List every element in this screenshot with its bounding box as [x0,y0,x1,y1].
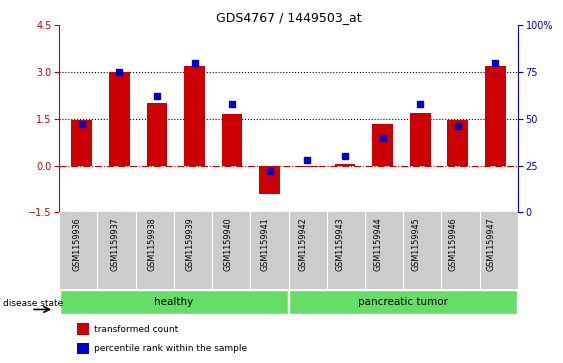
Bar [184,66,205,166]
Text: healthy: healthy [154,297,194,307]
Text: disease state: disease state [3,299,63,308]
Bar [485,66,506,166]
Text: GSM1159942: GSM1159942 [298,218,307,272]
Bar [410,113,431,166]
Text: pancreatic tumor: pancreatic tumor [358,297,448,307]
Bar [78,323,89,335]
Text: GSM1159936: GSM1159936 [73,218,82,271]
Text: GSM1159947: GSM1159947 [486,218,495,272]
Bar [334,164,355,166]
Text: transformed count: transformed count [93,325,178,334]
Bar [60,290,288,314]
Text: GSM1159939: GSM1159939 [186,218,194,272]
Bar [260,166,280,194]
Bar [222,114,243,166]
Bar [372,123,393,166]
Bar [448,121,468,166]
Bar [109,72,129,166]
Text: GSM1159938: GSM1159938 [148,218,157,271]
Text: percentile rank within the sample: percentile rank within the sample [93,344,247,353]
Bar [146,103,167,166]
Bar [297,166,318,167]
Title: GDS4767 / 1449503_at: GDS4767 / 1449503_at [216,11,361,24]
Text: GSM1159940: GSM1159940 [223,218,232,271]
Text: GSM1159943: GSM1159943 [336,218,345,271]
Text: GSM1159944: GSM1159944 [374,218,383,271]
Text: GSM1159945: GSM1159945 [411,218,420,272]
Bar [289,290,517,314]
Text: GSM1159946: GSM1159946 [449,218,458,271]
Text: GSM1159941: GSM1159941 [261,218,270,271]
Bar [72,121,92,166]
Bar [78,343,89,354]
Text: GSM1159937: GSM1159937 [110,218,119,272]
